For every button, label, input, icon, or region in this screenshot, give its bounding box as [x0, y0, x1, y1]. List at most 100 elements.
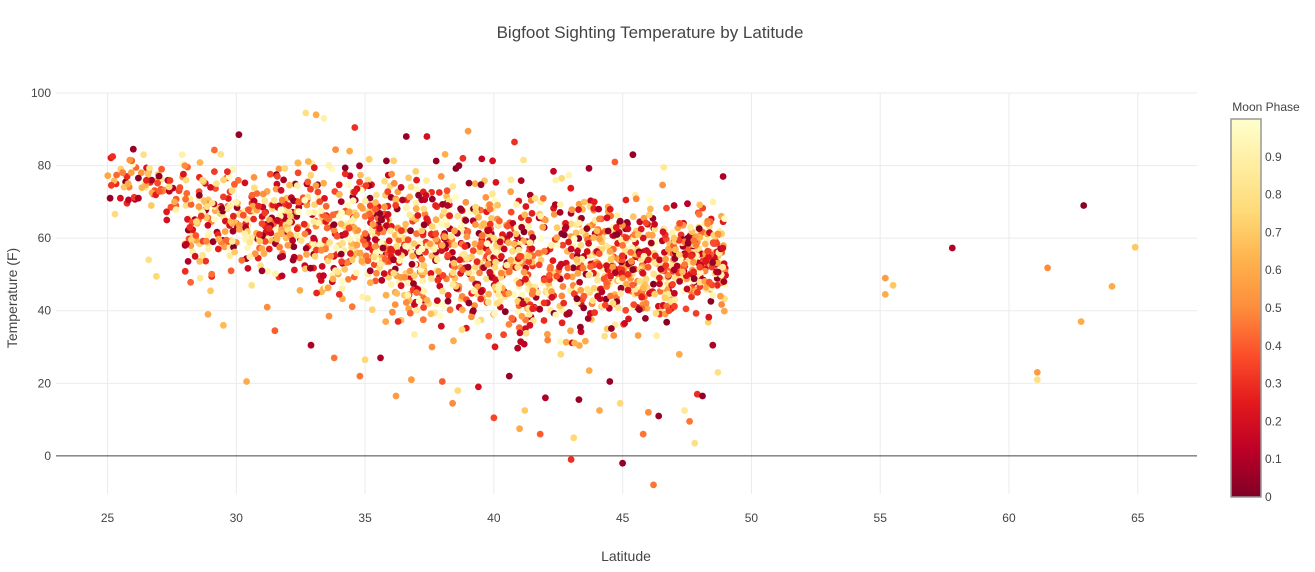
- data-point: [246, 238, 254, 246]
- data-point: [656, 288, 664, 295]
- data-point: [565, 238, 572, 246]
- data-point: [337, 250, 345, 258]
- data-point: [275, 165, 283, 173]
- data-point: [428, 223, 436, 230]
- data-point: [310, 164, 318, 172]
- data-point: [580, 198, 588, 206]
- data-point: [516, 329, 524, 337]
- data-point: [438, 242, 446, 249]
- data-point: [295, 198, 303, 206]
- data-point: [246, 253, 254, 261]
- data-point: [719, 173, 727, 180]
- data-point: [642, 275, 650, 283]
- data-point: [461, 243, 469, 250]
- data-point: [243, 378, 251, 385]
- data-point: [163, 216, 171, 224]
- data-point: [670, 202, 678, 209]
- data-point: [381, 203, 388, 211]
- data-point: [505, 268, 513, 276]
- data-point: [568, 273, 576, 281]
- data-point: [637, 225, 645, 233]
- data-point: [452, 194, 459, 201]
- data-point: [341, 265, 349, 273]
- data-point: [568, 206, 576, 214]
- data-point: [567, 245, 575, 253]
- data-point: [564, 264, 572, 272]
- data-point: [291, 266, 298, 274]
- data-point: [567, 456, 575, 463]
- data-point: [371, 236, 379, 244]
- data-point: [478, 155, 486, 163]
- data-point: [693, 390, 701, 398]
- data-point: [562, 338, 570, 346]
- data-point: [412, 168, 420, 175]
- data-point: [207, 184, 214, 191]
- data-point: [477, 295, 485, 303]
- y-tick-label: 20: [38, 376, 52, 390]
- data-point: [302, 109, 310, 117]
- data-point: [343, 259, 351, 267]
- data-point: [251, 250, 259, 258]
- data-point: [472, 263, 479, 271]
- data-point: [646, 196, 654, 204]
- data-point: [437, 322, 445, 330]
- data-point: [709, 198, 717, 206]
- data-point: [347, 250, 354, 257]
- data-point: [553, 241, 561, 249]
- x-tick-label: 45: [616, 511, 630, 525]
- data-point: [484, 260, 492, 268]
- data-point: [511, 138, 518, 146]
- x-tick-label: 50: [745, 511, 759, 525]
- data-point: [472, 221, 479, 229]
- data-point: [613, 231, 621, 238]
- data-point: [376, 225, 383, 232]
- data-point: [594, 292, 601, 300]
- data-point: [215, 235, 223, 243]
- data-point: [320, 115, 328, 122]
- data-point: [444, 251, 452, 259]
- data-point: [213, 180, 220, 188]
- data-point: [492, 276, 500, 284]
- data-point: [583, 225, 591, 233]
- data-point: [423, 177, 430, 185]
- data-point: [208, 270, 216, 278]
- data-point: [470, 287, 478, 295]
- data-point: [263, 303, 271, 311]
- data-point: [585, 367, 593, 374]
- data-point: [480, 220, 487, 228]
- data-point: [679, 268, 686, 276]
- data-point: [552, 176, 560, 184]
- data-point: [279, 252, 287, 260]
- data-point: [468, 313, 475, 321]
- data-point: [320, 272, 327, 279]
- data-point: [382, 291, 390, 299]
- data-point: [650, 280, 657, 288]
- data-point: [488, 215, 495, 222]
- data-point: [324, 284, 332, 292]
- data-point: [457, 205, 464, 213]
- data-point: [541, 247, 548, 255]
- data-point: [407, 227, 414, 235]
- data-point: [546, 271, 553, 279]
- data-point: [415, 191, 422, 199]
- data-point: [250, 174, 258, 181]
- data-point: [650, 481, 657, 489]
- data-point: [703, 283, 710, 291]
- data-point: [526, 239, 534, 247]
- data-point: [346, 235, 354, 243]
- data-point: [293, 231, 301, 239]
- data-point: [704, 220, 711, 228]
- data-point: [629, 281, 636, 289]
- data-point: [387, 227, 395, 235]
- data-point: [515, 324, 523, 332]
- data-point: [140, 151, 148, 159]
- data-point: [617, 290, 625, 297]
- data-point: [332, 244, 340, 251]
- data-point: [191, 252, 199, 260]
- data-point: [104, 172, 112, 180]
- data-point: [681, 261, 689, 268]
- data-point: [714, 259, 721, 267]
- data-point: [575, 200, 583, 208]
- data-point: [675, 350, 683, 358]
- data-point: [370, 261, 378, 268]
